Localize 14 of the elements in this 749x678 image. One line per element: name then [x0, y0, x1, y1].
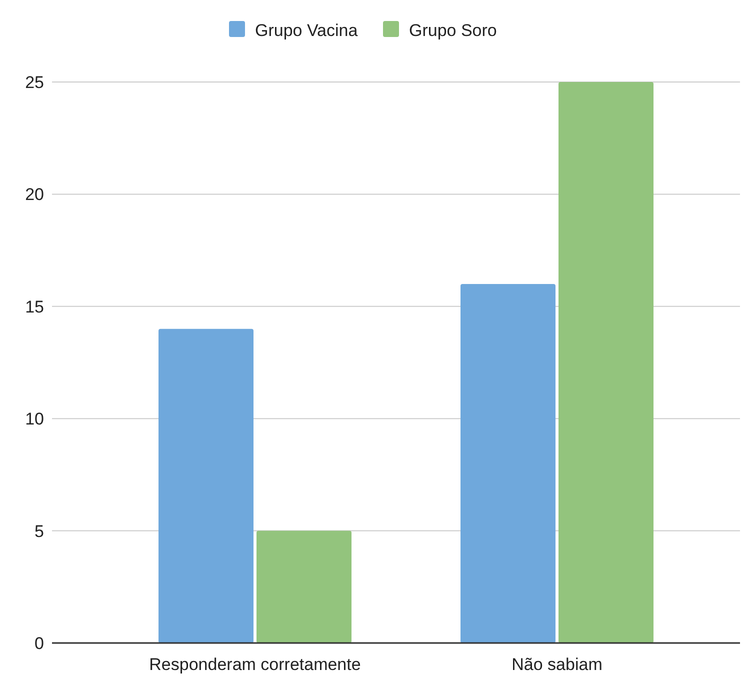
y-tick-label: 5: [34, 522, 44, 541]
y-tick-label: 10: [25, 410, 44, 429]
x-tick-label: Responderam corretamente: [149, 655, 361, 674]
y-tick-label: 25: [25, 72, 44, 92]
legend-label: Grupo Soro: [409, 20, 497, 40]
y-tick-label: 0: [34, 634, 44, 653]
bar: [460, 284, 556, 643]
legend-label: Grupo Vacina: [255, 20, 358, 40]
bar: [558, 82, 654, 643]
bar: [158, 328, 254, 643]
y-tick-label: 20: [25, 185, 44, 204]
y-tick-label: 15: [25, 297, 44, 316]
bar: [256, 530, 352, 643]
x-tick-label: Não sabiam: [512, 655, 602, 674]
